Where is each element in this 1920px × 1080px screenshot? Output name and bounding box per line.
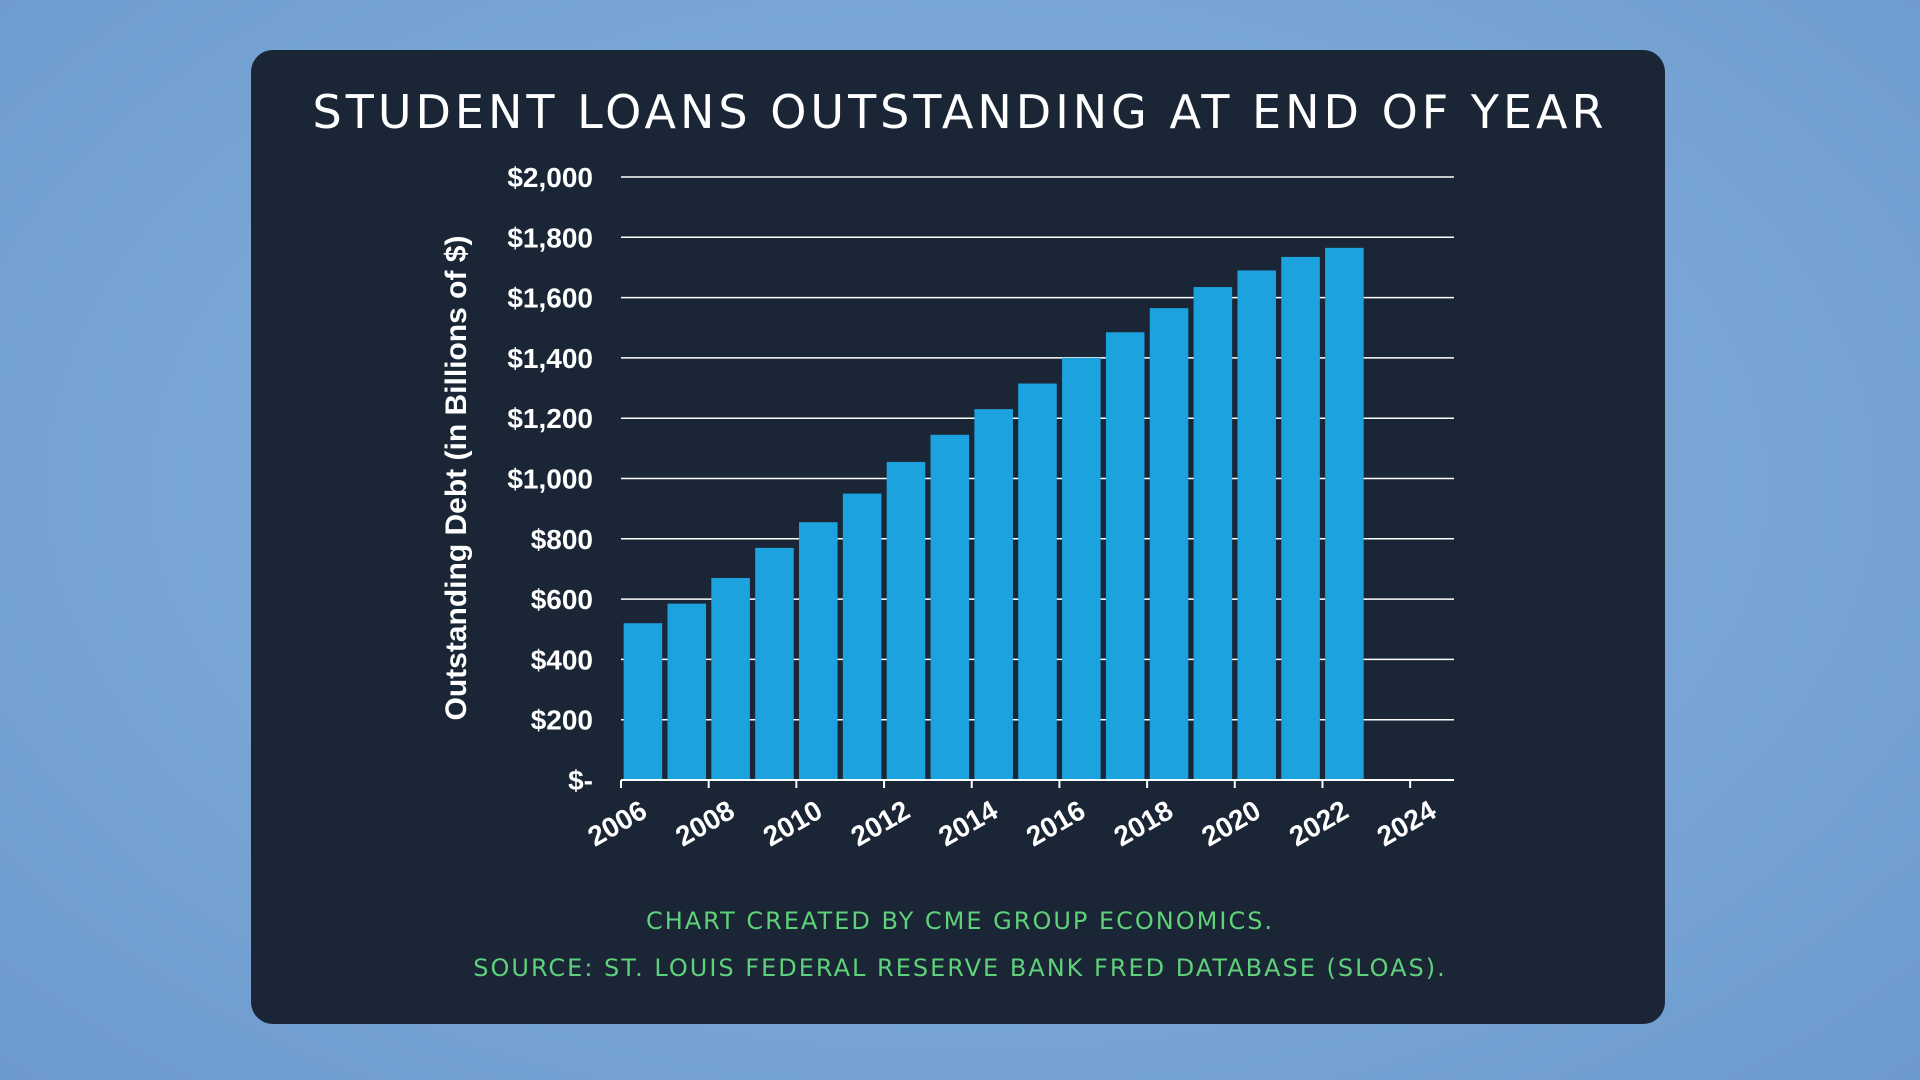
- x-tick-label: 2008: [670, 794, 739, 852]
- bar-2019: [1193, 287, 1233, 780]
- y-tick-label: $1,800: [507, 222, 593, 253]
- x-tick-label: 2014: [933, 794, 1003, 852]
- y-tick-label: $1,000: [507, 464, 593, 495]
- y-tick-label: $200: [531, 705, 593, 736]
- bar-2006: [623, 623, 663, 780]
- bar-2013: [930, 434, 970, 780]
- bar-2014: [974, 409, 1013, 780]
- y-tick-label: $2,000: [507, 162, 593, 193]
- y-tick-label: $1,400: [507, 343, 593, 374]
- chart-title: STUDENT LOANS OUTSTANDING AT END OF YEAR: [312, 85, 1608, 139]
- bar-2010: [798, 522, 838, 780]
- bar-2007: [667, 603, 707, 780]
- y-tick-label: $1,200: [507, 403, 593, 434]
- bar-2008: [711, 577, 750, 780]
- y-tick-label: $1,600: [507, 283, 593, 314]
- y-axis-title: Outstanding Debt (in Billions of $): [440, 236, 473, 721]
- bars: [623, 247, 1364, 781]
- x-tick-label: 2020: [1196, 794, 1265, 852]
- bar-2009: [755, 547, 794, 780]
- y-tick-label: $-: [568, 765, 593, 796]
- bar-2017: [1105, 332, 1145, 780]
- x-tick-label: 2016: [1021, 794, 1090, 852]
- x-tick-labels: 2006 2008 2010 2012 2014 2016 2018 2020 2022 2024: [583, 794, 1442, 852]
- source-caption: SOURCE: ST. LOUIS FEDERAL RESERVE BANK F…: [473, 954, 1447, 982]
- bar-2015: [1018, 383, 1057, 780]
- x-axis: [620, 779, 1454, 788]
- bar-2022: [1325, 247, 1364, 781]
- y-tick-label: $800: [531, 524, 593, 555]
- x-tick-label: 2024: [1372, 794, 1442, 852]
- bar-2016: [1062, 357, 1101, 780]
- x-tick-label: 2018: [1109, 794, 1178, 852]
- bar-2021: [1281, 256, 1320, 781]
- x-tick-label: 2022: [1284, 794, 1353, 852]
- y-tick-label: $400: [531, 644, 593, 675]
- y-tick-labels: $- $200 $400 $600 $800 $1,000 $1,200 $1,400 $1,6…: [507, 162, 593, 796]
- bar-2011: [842, 493, 882, 780]
- bar-2012: [886, 461, 926, 780]
- x-tick-label: 2006: [583, 794, 652, 852]
- y-tick-label: $600: [531, 584, 593, 615]
- credit-caption: CHART CREATED BY CME GROUP ECONOMICS.: [645, 907, 1275, 935]
- x-tick-label: 2012: [846, 794, 915, 852]
- bar-2018: [1149, 308, 1189, 780]
- x-tick-label: 2010: [758, 794, 827, 852]
- bar-2020: [1237, 270, 1277, 780]
